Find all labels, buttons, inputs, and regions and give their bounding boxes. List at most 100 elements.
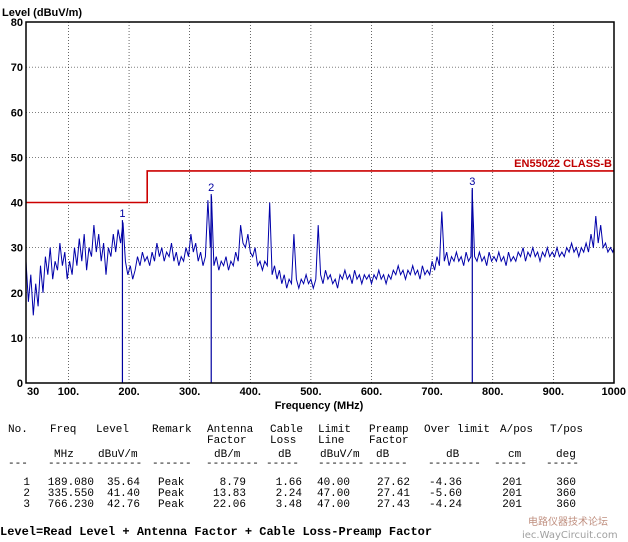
table-unit: deg: [556, 449, 576, 461]
y-tick-label: 40: [11, 198, 23, 210]
x-tick-label: 400.: [240, 386, 261, 398]
table-cell: 47.00: [317, 488, 350, 500]
x-tick-label: 30: [27, 386, 39, 398]
table-cell: Peak: [158, 499, 185, 511]
table-divider: --------: [428, 458, 481, 470]
marker-table: No. Freq Level Remark Antenna Cable Limit Pream…: [8, 424, 583, 511]
table-cell: 40.00: [317, 477, 350, 489]
marker-layer: 1 2 3: [119, 176, 475, 383]
table-cell: 2: [23, 488, 30, 500]
x-tick-label: 500.: [300, 386, 321, 398]
table-unit: dBuV/m: [98, 449, 138, 461]
table-divider: ---: [8, 458, 28, 470]
table-cell: 27.41: [377, 488, 410, 500]
table-divider: -----: [266, 458, 299, 470]
table-cell: Peak: [158, 477, 185, 489]
marker-label: 3: [469, 176, 475, 188]
y-tick-label: 50: [11, 152, 23, 164]
x-tick-label: 900.: [543, 386, 564, 398]
table-header-line2: Factor: [207, 435, 247, 447]
table-unit: dB: [376, 449, 390, 461]
table-header-line2: Factor: [369, 435, 409, 447]
table-header-line2: Loss: [270, 435, 296, 447]
table-cell: 13.83: [213, 488, 246, 500]
x-tick-label: 300.: [179, 386, 200, 398]
table-cell: 2.24: [276, 488, 303, 500]
table-header: Antenna: [207, 424, 254, 436]
table-divider: ------: [368, 458, 408, 470]
table-divider: -------: [48, 458, 94, 470]
table-cell: 22.06: [213, 499, 246, 511]
y-tick-labels: 0 10 20 30 40 50 60 70 80: [11, 17, 23, 390]
x-tick-label: 1000: [602, 386, 626, 398]
table-cell: 3: [23, 499, 30, 511]
table-unit: MHz: [54, 449, 74, 461]
table-cell: -4.24: [429, 499, 462, 511]
table-unit: dB/m: [214, 449, 241, 461]
y-tick-label: 20: [11, 288, 23, 300]
table-header-line2: Line: [318, 435, 344, 447]
trace-layer: [25, 189, 615, 316]
table-cell: 3.48: [276, 499, 302, 511]
table-header: Limit: [318, 424, 351, 436]
y-tick-label: 30: [11, 243, 23, 255]
table-header: No.: [8, 424, 28, 436]
limit-line-layer: EN55022 CLASS-B: [26, 158, 614, 204]
x-tick-label: 800.: [482, 386, 503, 398]
table-cell: 360: [556, 477, 576, 489]
table-unit: dB: [278, 449, 292, 461]
table-cell: 27.43: [377, 499, 410, 511]
table-cell: 201: [502, 499, 522, 511]
table-divider: -----: [546, 458, 579, 470]
table-cell: 766.230: [48, 499, 94, 511]
table-cell: 27.62: [377, 477, 410, 489]
y-tick-label: 60: [11, 107, 23, 119]
watermark-line2: iec.WayCircuit.com: [522, 530, 618, 541]
table-header: Cable: [270, 424, 303, 436]
table-header: T/pos: [550, 424, 583, 436]
table-cell: 8.79: [220, 477, 246, 489]
table-divider: --------: [206, 458, 259, 470]
plot-frame: [25, 21, 615, 384]
y-tick-label: 80: [11, 17, 23, 29]
table-cell: -4.36: [429, 477, 462, 489]
table-cell: 1.66: [276, 477, 302, 489]
table-cell: 35.64: [107, 477, 140, 489]
table-divider: -------: [318, 458, 364, 470]
y-tick-label: 10: [11, 333, 23, 345]
marker-label: 2: [208, 182, 214, 194]
x-axis-label: Frequency (MHz): [275, 400, 364, 412]
table-header: Preamp: [369, 424, 409, 436]
table-cell: 360: [556, 499, 576, 511]
table-unit: dB: [446, 449, 460, 461]
trace-series: [25, 189, 615, 316]
table-cell: 41.40: [107, 488, 140, 500]
table-cell: 189.080: [48, 477, 94, 489]
footer-formula: Level=Read Level + Antenna Factor + Cabl…: [0, 525, 432, 539]
y-tick-label: 70: [11, 62, 23, 74]
x-tick-label: 600.: [361, 386, 382, 398]
y-tick-label: 0: [17, 378, 23, 390]
table-cell: 201: [502, 488, 522, 500]
y-axis-label: Level (dBuV/m): [2, 7, 82, 19]
x-tick-label: 200.: [118, 386, 139, 398]
table-header: Over limit: [424, 424, 490, 436]
table-divider: ------: [152, 458, 192, 470]
table-header: Level: [96, 424, 129, 436]
table-divider: -------: [96, 458, 142, 470]
table-cell: 47.00: [317, 499, 350, 511]
marker-label: 1: [119, 208, 125, 220]
table-cell: 335.550: [48, 488, 94, 500]
watermark: 电路仪器技术论坛 iec.WayCircuit.com: [522, 515, 618, 541]
table-cell: 201: [502, 477, 522, 489]
table-cell: Peak: [158, 488, 185, 500]
table-cell: 360: [556, 488, 576, 500]
watermark-line1: 电路仪器技术论坛: [528, 515, 608, 528]
table-unit: cm: [508, 449, 522, 461]
table-header: Freq: [50, 424, 76, 436]
table-header: Remark: [152, 424, 192, 436]
x-tick-label: 100.: [58, 386, 79, 398]
table-cell: 42.76: [107, 499, 140, 511]
limit-line-label: EN55022 CLASS-B: [514, 158, 612, 170]
